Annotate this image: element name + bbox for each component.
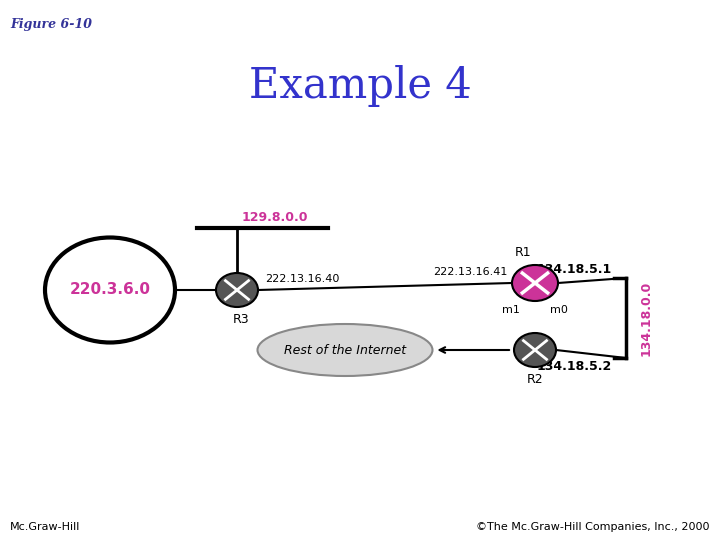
Text: 220.3.6.0: 220.3.6.0	[70, 282, 150, 298]
Text: Mc.Graw-Hill: Mc.Graw-Hill	[10, 522, 81, 532]
Text: 134.18.0.0: 134.18.0.0	[640, 280, 653, 356]
Text: Example 4: Example 4	[248, 65, 472, 107]
Text: 134.18.5.1: 134.18.5.1	[536, 263, 612, 276]
Ellipse shape	[258, 324, 433, 376]
Text: Figure 6-10: Figure 6-10	[10, 18, 92, 31]
Text: m0: m0	[550, 305, 568, 315]
Ellipse shape	[216, 273, 258, 307]
Text: Rest of the Internet: Rest of the Internet	[284, 343, 406, 356]
Text: R3: R3	[233, 313, 249, 326]
Text: 134.18.5.2: 134.18.5.2	[536, 360, 612, 373]
Text: ©The Mc.Graw-Hill Companies, Inc., 2000: ©The Mc.Graw-Hill Companies, Inc., 2000	[477, 522, 710, 532]
Text: 222.13.16.40: 222.13.16.40	[265, 274, 339, 284]
Text: R1: R1	[515, 246, 531, 259]
Text: R2: R2	[527, 373, 544, 386]
Ellipse shape	[512, 265, 558, 301]
Ellipse shape	[514, 333, 556, 367]
Ellipse shape	[45, 238, 175, 342]
Text: m1: m1	[502, 305, 520, 315]
Text: 222.13.16.41: 222.13.16.41	[433, 267, 507, 277]
Text: 129.8.0.0: 129.8.0.0	[241, 211, 307, 224]
